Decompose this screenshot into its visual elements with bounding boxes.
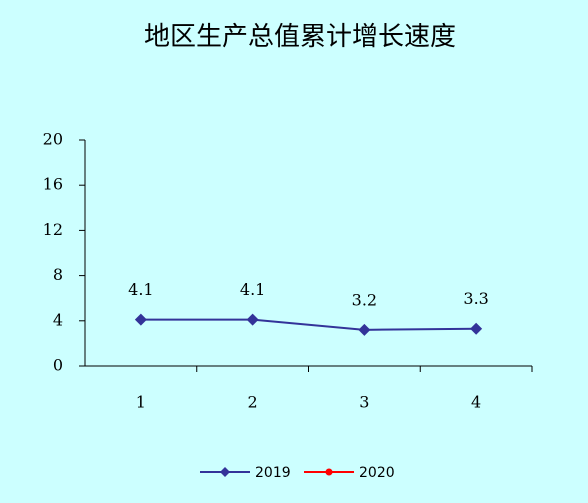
y-tick-label: 20: [43, 130, 63, 149]
marker: [134, 313, 147, 326]
x-tick-label: 4: [471, 393, 481, 412]
y-tick-label: 12: [43, 220, 63, 239]
data-label: 3.2: [352, 290, 377, 309]
legend-label: 2019: [255, 465, 291, 481]
legend-marker: [325, 468, 333, 476]
legend-marker: [220, 467, 230, 477]
x-tick-label: 2: [248, 393, 258, 412]
y-tick-label: 16: [43, 175, 63, 194]
x-tick-label: 1: [136, 393, 146, 412]
legend-label: 2020: [359, 465, 395, 481]
data-label: 4.1: [240, 280, 265, 299]
marker: [358, 323, 371, 336]
marker: [470, 322, 483, 335]
data-label: 4.1: [128, 280, 153, 299]
x-tick-label: 3: [359, 393, 369, 412]
y-tick-label: 0: [53, 356, 63, 375]
chart-title: 地区生产总值累计增长速度: [144, 22, 456, 52]
marker: [246, 313, 259, 326]
series-line: [140, 318, 477, 331]
y-tick-label: 8: [53, 265, 63, 284]
data-label: 3.3: [463, 289, 488, 308]
y-tick-label: 4: [53, 310, 63, 329]
